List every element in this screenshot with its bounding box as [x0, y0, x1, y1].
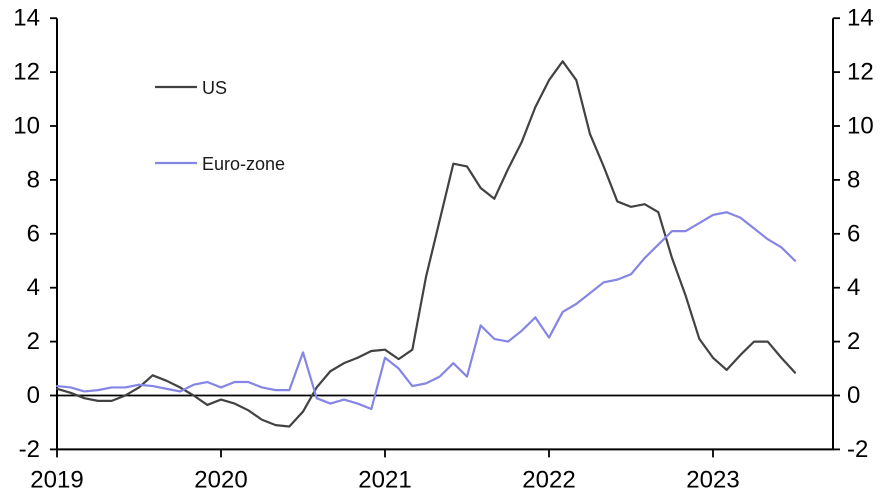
series-layer [55, 60, 797, 428]
y-axis-tick-label-right: 10 [847, 113, 874, 140]
x-axis-tick-label: 2020 [194, 466, 247, 493]
y-axis-tick-label-right: 12 [847, 59, 874, 86]
x-axis-tick-label: 2023 [686, 466, 739, 493]
axes-layer: -2 -2 0 0 2 2 4 4 6 6 8 8 10 10 12 12 14 14 2019 2020 2021 20… [13, 5, 873, 494]
y-axis-tick-label-left: 6 [27, 220, 40, 247]
legend-us-label: US [202, 78, 227, 98]
y-axis-tick-label-left: 12 [13, 59, 40, 86]
y-axis-tick-label-right: 4 [847, 274, 860, 301]
euro-zone-line [55, 211, 797, 411]
y-axis-tick-label-left: 0 [27, 382, 40, 409]
y-axis-tick-label-right: -2 [847, 436, 868, 463]
x-axis-tick-label: 2022 [522, 466, 575, 493]
y-axis-tick-label-left: -2 [19, 436, 40, 463]
us-line [55, 60, 797, 428]
y-axis-tick-label-right: 0 [847, 382, 860, 409]
x-axis-tick-label: 2019 [30, 466, 83, 493]
y-axis-tick-label-left: 10 [13, 113, 40, 140]
x-axis-tick-label: 2021 [358, 466, 411, 493]
legend: US Euro-zone [155, 78, 285, 174]
y-axis-tick-label-right: 6 [847, 220, 860, 247]
y-axis-tick-label-left: 14 [13, 5, 40, 32]
y-axis-tick-label-left: 4 [27, 274, 40, 301]
y-axis-tick-label-right: 8 [847, 166, 860, 193]
y-axis-tick-label-right: 14 [847, 5, 874, 32]
y-axis-tick-label-right: 2 [847, 328, 860, 355]
y-axis-tick-label-left: 2 [27, 328, 40, 355]
legend-euro-zone-label: Euro-zone [202, 154, 285, 174]
y-axis-tick-label-left: 8 [27, 166, 40, 193]
